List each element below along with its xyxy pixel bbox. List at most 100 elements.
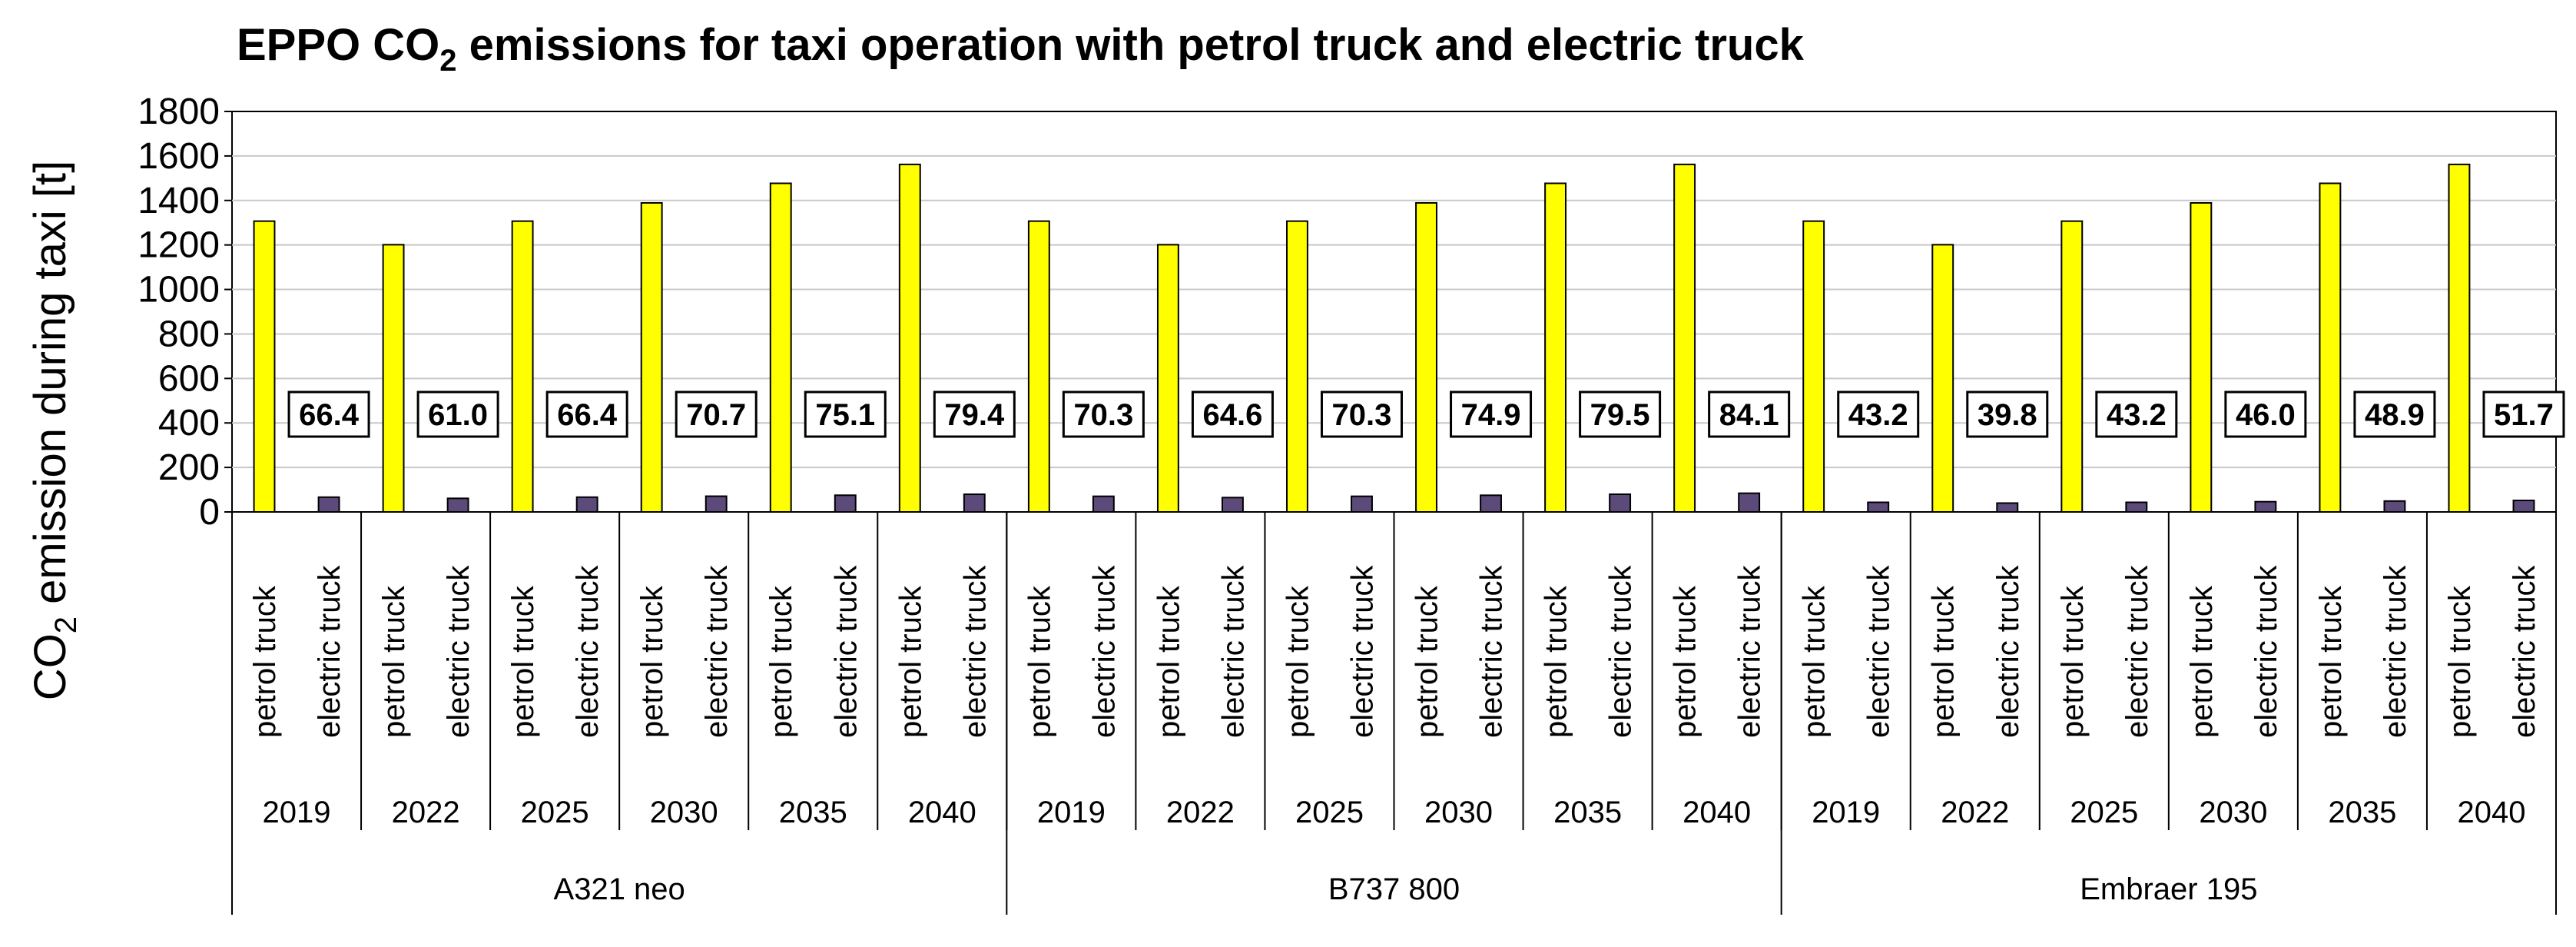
x-year-label: 2019 — [263, 796, 331, 829]
x-axis: petrol truck electric truck 2019 petrol tru… — [231, 512, 2557, 915]
bar-petrol-truck — [2190, 201, 2213, 513]
x-category-label: petrol truck — [1411, 585, 1444, 738]
data-label: 64.6 — [1203, 398, 1263, 432]
x-year-label: 2035 — [1553, 796, 1622, 829]
data-label-box — [933, 390, 1016, 438]
data-label-box — [1708, 390, 1791, 438]
x-year-label: 2025 — [521, 796, 589, 829]
data-label: 66.4 — [557, 398, 618, 432]
bar-electric-truck — [834, 494, 857, 513]
x-category-label: electric truck — [829, 565, 863, 738]
x-category-label: electric truck — [313, 565, 346, 738]
x-category-label: petrol truck — [1152, 585, 1185, 738]
data-label: 75.1 — [815, 398, 875, 432]
x-category-label: electric truck — [571, 565, 605, 738]
bar-electric-truck — [705, 495, 728, 513]
x-year-label: 2022 — [1166, 796, 1235, 829]
x-category-label: petrol truck — [2314, 585, 2348, 738]
bar-electric-truck — [1480, 494, 1502, 513]
bar-electric-truck — [575, 496, 598, 513]
data-label: 70.3 — [1332, 398, 1392, 432]
y-tick-label: 0 — [199, 492, 220, 533]
bar-petrol-truck — [2448, 163, 2471, 513]
bar-electric-truck — [1738, 492, 1761, 513]
x-category-label: petrol truck — [506, 585, 540, 738]
bar-electric-truck — [1996, 502, 2019, 513]
bar-petrol-truck — [1802, 220, 1825, 513]
data-label: 70.3 — [1073, 398, 1133, 432]
x-year-label: 2030 — [650, 796, 718, 829]
bars — [253, 163, 2535, 513]
data-label-box — [287, 390, 370, 438]
x-year-label: 2022 — [1941, 796, 2009, 829]
bar-petrol-truck — [2060, 220, 2084, 513]
x-category-label: petrol truck — [1023, 585, 1056, 738]
data-label-box — [1837, 390, 1920, 438]
bar-petrol-truck — [1156, 244, 1179, 513]
data-label: 61.0 — [428, 398, 488, 432]
data-label-box — [2353, 390, 2436, 438]
data-label-box — [416, 390, 499, 438]
data-label-box — [545, 390, 628, 438]
data-label-box — [2095, 390, 2178, 438]
x-category-label: petrol truck — [1927, 585, 1961, 738]
data-label-box — [2224, 390, 2307, 438]
x-category-label: electric truck — [442, 565, 476, 738]
data-label: 79.5 — [1590, 398, 1650, 432]
y-axis-label: CO2 emission during taxi [t] — [25, 161, 83, 700]
x-category-label: electric truck — [700, 565, 734, 738]
x-year-label: 2040 — [1683, 796, 1751, 829]
x-category-label: electric truck — [958, 565, 992, 738]
data-label-box — [1966, 390, 2049, 438]
y-tick-label: 600 — [158, 358, 220, 399]
x-category-label: electric truck — [2120, 565, 2154, 738]
y-tick-label: 1200 — [138, 225, 220, 266]
data-label: 84.1 — [1719, 398, 1779, 432]
x-category-label: petrol truck — [2443, 585, 2477, 738]
bar-electric-truck — [2512, 500, 2535, 513]
data-label: 43.2 — [2107, 398, 2167, 432]
bar-petrol-truck — [1673, 163, 1696, 513]
data-label: 43.2 — [1848, 398, 1908, 432]
x-category-label: petrol truck — [2185, 585, 2219, 738]
data-label-box — [1062, 390, 1145, 438]
x-year-label: 2019 — [1812, 796, 1880, 829]
bar-electric-truck — [1221, 497, 1244, 513]
data-label: 48.9 — [2365, 398, 2425, 432]
data-label: 51.7 — [2494, 398, 2554, 432]
y-tick-label: 1400 — [138, 181, 220, 221]
x-category-label: petrol truck — [248, 585, 282, 738]
data-label: 70.7 — [686, 398, 746, 432]
bar-electric-truck — [317, 496, 340, 513]
x-year-label: 2035 — [2328, 796, 2396, 829]
y-tick-label: 1000 — [138, 270, 220, 311]
data-labels: 66.4 61.0 66.4 70.7 75.1 79.4 70.3 64.6 70.3 74.9… — [287, 390, 2565, 438]
x-category-label: electric truck — [1604, 565, 1638, 738]
x-category-label: petrol truck — [764, 585, 798, 738]
x-year-label: 2040 — [2457, 796, 2525, 829]
x-group-label: B737 800 — [1328, 872, 1460, 906]
data-label-box — [675, 390, 758, 438]
data-label-box — [1191, 390, 1274, 438]
bar-electric-truck — [1609, 493, 1632, 513]
x-group-label: A321 neo — [554, 872, 685, 906]
x-category-label: electric truck — [1345, 565, 1379, 738]
x-group-label: Embraer 195 — [2080, 872, 2257, 906]
bar-petrol-truck — [769, 182, 792, 513]
bar-electric-truck — [1351, 495, 1373, 513]
bar-petrol-truck — [1027, 220, 1050, 513]
data-label-box — [1579, 390, 1662, 438]
x-category-label: electric truck — [1216, 565, 1250, 738]
bar-electric-truck — [2383, 500, 2406, 513]
x-year-label: 2025 — [2070, 796, 2138, 829]
bar-petrol-truck — [253, 220, 276, 513]
x-year-label: 2022 — [392, 796, 460, 829]
plot-area — [231, 111, 2557, 513]
data-label: 46.0 — [2236, 398, 2296, 432]
x-year-label: 2025 — [1295, 796, 1364, 829]
bar-petrol-truck — [511, 220, 534, 513]
data-label-box — [2482, 390, 2565, 438]
bar-petrol-truck — [2319, 182, 2342, 513]
